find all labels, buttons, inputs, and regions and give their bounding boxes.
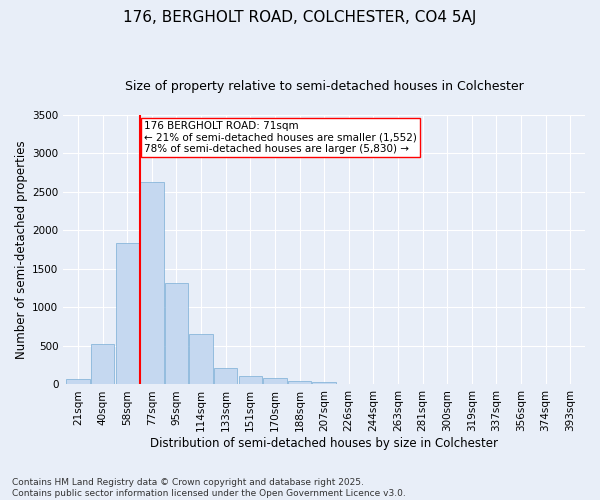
- Text: 176, BERGHOLT ROAD, COLCHESTER, CO4 5AJ: 176, BERGHOLT ROAD, COLCHESTER, CO4 5AJ: [124, 10, 476, 25]
- Title: Size of property relative to semi-detached houses in Colchester: Size of property relative to semi-detach…: [125, 80, 524, 93]
- Bar: [263, 378, 287, 384]
- Bar: [214, 368, 238, 384]
- X-axis label: Distribution of semi-detached houses by size in Colchester: Distribution of semi-detached houses by …: [150, 437, 498, 450]
- Y-axis label: Number of semi-detached properties: Number of semi-detached properties: [15, 140, 28, 359]
- Bar: [239, 376, 262, 384]
- Bar: [91, 344, 115, 384]
- Bar: [190, 334, 213, 384]
- Bar: [140, 182, 164, 384]
- Bar: [116, 243, 139, 384]
- Text: Contains HM Land Registry data © Crown copyright and database right 2025.
Contai: Contains HM Land Registry data © Crown c…: [12, 478, 406, 498]
- Bar: [313, 382, 336, 384]
- Bar: [165, 283, 188, 384]
- Bar: [67, 379, 90, 384]
- Text: 176 BERGHOLT ROAD: 71sqm
← 21% of semi-detached houses are smaller (1,552)
78% o: 176 BERGHOLT ROAD: 71sqm ← 21% of semi-d…: [145, 121, 418, 154]
- Bar: [288, 380, 311, 384]
